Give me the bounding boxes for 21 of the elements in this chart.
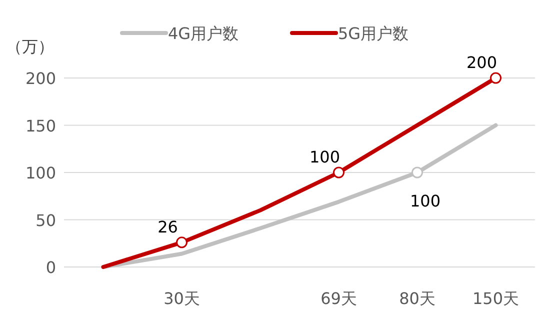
x-tick-label: 80天 — [399, 289, 436, 308]
point — [176, 236, 188, 248]
data-label: 200 — [466, 53, 498, 72]
x-tick-label: 150天 — [472, 289, 520, 308]
y-tick-label: 0 — [46, 258, 56, 277]
y-axis-title: （万） — [6, 37, 54, 56]
point — [490, 72, 502, 84]
x-tick-label: 30天 — [164, 289, 200, 308]
legend-label: 4G用户数 — [168, 24, 239, 43]
data-label: 100 — [309, 148, 340, 166]
point — [412, 166, 423, 178]
y-tick-label: 150 — [25, 116, 56, 136]
line-series — [101, 123, 498, 269]
x-tick-label: 69天 — [320, 289, 357, 308]
data-label: 100 — [410, 192, 441, 210]
y-tick-label: 50 — [36, 210, 56, 230]
point — [333, 166, 344, 178]
data-label: 26 — [158, 217, 178, 236]
y-tick-label: 100 — [25, 164, 56, 182]
y-tick-label: 200 — [25, 69, 56, 88]
legend-label: 5G用户数 — [338, 24, 409, 43]
